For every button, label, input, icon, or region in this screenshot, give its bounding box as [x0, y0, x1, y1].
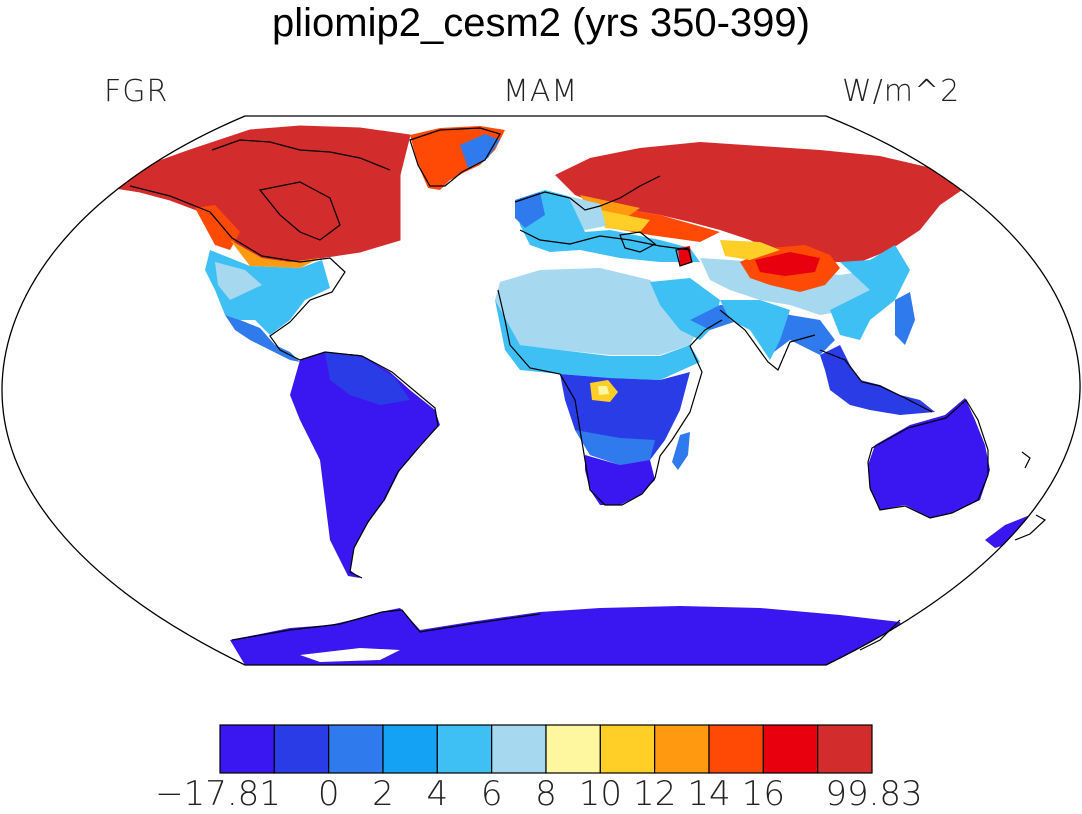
colorbar-tick-label: 4: [426, 774, 449, 814]
region-southern-africa: [585, 455, 655, 505]
colorbar-box: [599, 724, 656, 774]
region-europe-russia-north: [555, 142, 965, 262]
colorbar-box: [436, 724, 493, 774]
colorbar-tick-label: 0: [317, 774, 340, 814]
region-sahara: [495, 268, 700, 355]
variable-label: FGR: [104, 74, 169, 109]
colorbar-tick-label: 6: [480, 774, 503, 814]
land-fields: [113, 125, 1040, 665]
colorbar-tick-label: 99.83: [825, 774, 923, 814]
colorbar-box: [654, 724, 710, 774]
colorbar-tick-label: 14: [687, 774, 731, 814]
colorbar-tick-label: 8: [535, 774, 557, 814]
colorbar-box: [219, 724, 275, 774]
colorbar-tick-label: 10: [578, 774, 622, 814]
region-australia: [868, 398, 990, 518]
coastlines: [129, 127, 1047, 651]
colorbar-tick-label: 16: [741, 774, 785, 814]
colorbar: [219, 724, 873, 774]
colorbar-box: [817, 724, 873, 774]
colorbar-box: [491, 724, 547, 774]
map-boundary: [1, 115, 1081, 666]
units-label: W/m^2: [842, 74, 961, 109]
colorbar-box: [273, 724, 330, 774]
season-label: MAM: [503, 74, 579, 109]
colorbar-box: [545, 724, 601, 774]
region-south-asia: [720, 300, 790, 360]
colorbar-box: [762, 724, 819, 774]
map-title: pliomip2_cesm2 (yrs 350-399): [271, 1, 810, 45]
colorbar-box: [382, 724, 438, 774]
colorbar-box: [708, 724, 764, 774]
colorbar-tick-label: 2: [372, 774, 394, 814]
region-south-america: [290, 352, 440, 578]
colorbar-tick-label: 12: [633, 774, 677, 814]
colorbar-box: [328, 724, 384, 774]
colorbar-tick-label: −17.81: [155, 774, 281, 814]
